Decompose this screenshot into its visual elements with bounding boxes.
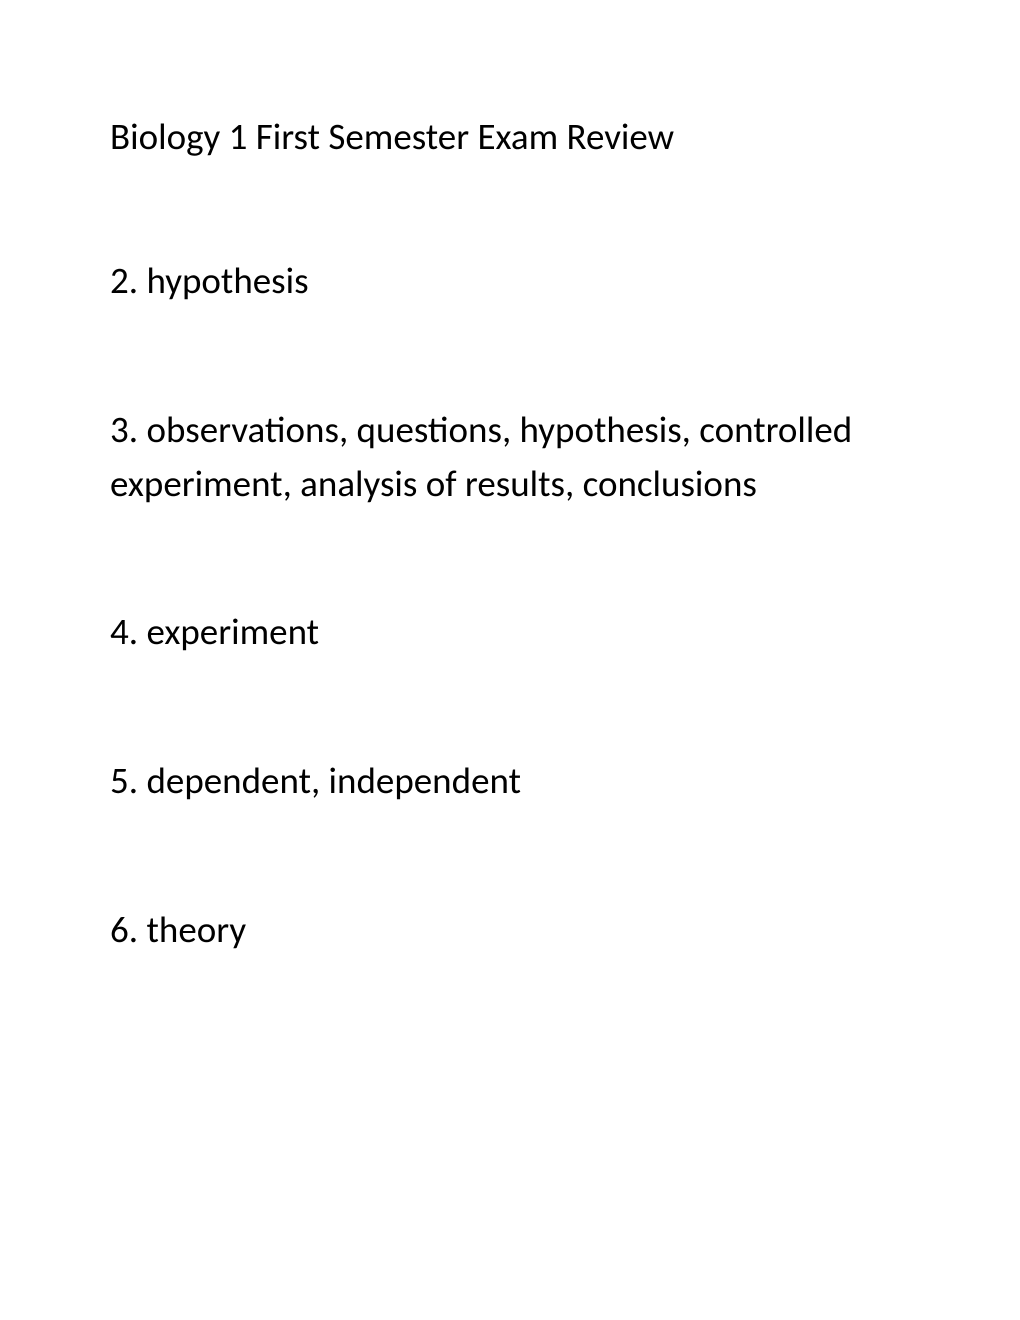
list-item: 2. hypothesis [110, 254, 910, 308]
item-separator: . [129, 258, 147, 303]
list-item: 3. observations, questions, hypothesis, … [110, 403, 910, 510]
item-number: 4 [110, 609, 129, 654]
list-item: 5. dependent, independent [110, 754, 910, 808]
item-separator: . [129, 907, 147, 952]
item-text: dependent, independent [146, 758, 520, 803]
item-number: 5 [110, 758, 129, 803]
item-number: 3 [110, 407, 129, 452]
item-separator: . [129, 407, 147, 452]
list-item: 4. experiment [110, 605, 910, 659]
item-separator: . [129, 609, 147, 654]
item-text: hypothesis [146, 258, 308, 303]
item-number: 6 [110, 907, 129, 952]
item-text: theory [146, 907, 246, 952]
list-item: 6. theory [110, 903, 910, 957]
item-separator: . [129, 758, 147, 803]
item-text: observations, questions, hypothesis, con… [110, 407, 852, 506]
item-number: 2 [110, 258, 129, 303]
document-title: Biology 1 First Semester Exam Review [110, 115, 910, 159]
item-text: experiment [146, 609, 319, 654]
